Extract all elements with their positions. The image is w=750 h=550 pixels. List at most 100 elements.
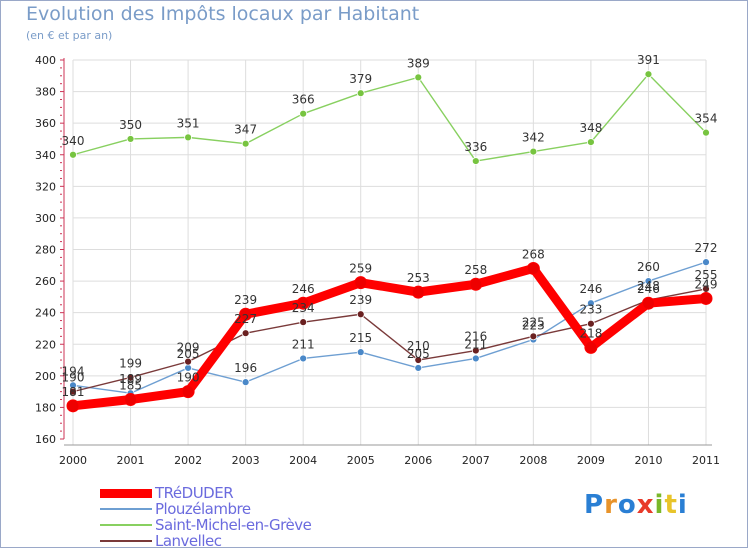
y-tick-label: 260 bbox=[35, 275, 56, 288]
data-point-saint-michel-en-gr-ve bbox=[69, 150, 77, 159]
x-tick-label: 2008 bbox=[519, 454, 547, 467]
data-point-saint-michel-en-gr-ve bbox=[414, 73, 423, 82]
y-tick-label: 160 bbox=[35, 433, 56, 446]
data-point-lanvellec bbox=[299, 318, 308, 327]
data-label-plouz-lambre: 196 bbox=[234, 361, 257, 375]
data-point-plouz-lambre bbox=[587, 299, 595, 308]
data-label-saint-michel-en-gr-ve: 354 bbox=[695, 112, 718, 126]
data-label-lanvellec: 199 bbox=[119, 356, 142, 370]
legend-label-treduder: TRéDUDER bbox=[155, 484, 234, 502]
series-line-saint-michel-en-gr-ve bbox=[72, 73, 707, 162]
data-label-lanvellec: 234 bbox=[292, 301, 315, 315]
data-label-saint-michel-en-gr-ve: 340 bbox=[62, 134, 85, 148]
data-point-saint-michel-en-gr-ve bbox=[126, 135, 135, 143]
data-point-plouz-lambre bbox=[241, 378, 250, 387]
logo-letter: i bbox=[654, 490, 665, 520]
y-tick-label: 380 bbox=[35, 86, 56, 99]
data-label-tr-duder: 259 bbox=[349, 262, 372, 276]
logo-letter: P bbox=[584, 490, 605, 520]
data-point-lanvellec bbox=[471, 346, 480, 355]
data-label-plouz-lambre: 246 bbox=[579, 282, 602, 296]
data-label-lanvellec: 233 bbox=[579, 303, 602, 317]
data-label-plouz-lambre: 211 bbox=[464, 337, 487, 351]
y-tick-label: 320 bbox=[35, 180, 56, 193]
data-label-plouz-lambre: 272 bbox=[695, 241, 718, 255]
data-label-lanvellec: 225 bbox=[522, 315, 545, 329]
legend-swatch-saint-michel bbox=[100, 524, 152, 526]
data-point-plouz-lambre bbox=[702, 258, 710, 267]
data-label-lanvellec: 255 bbox=[695, 268, 718, 282]
chart-subtitle: (en € et par an) bbox=[26, 29, 113, 42]
legend-label-lanvellec: Lanvellec bbox=[155, 532, 222, 550]
logo-letter: r bbox=[604, 490, 618, 520]
data-point-lanvellec bbox=[184, 357, 192, 366]
data-label-lanvellec: 209 bbox=[177, 341, 200, 355]
data-label-plouz-lambre: 211 bbox=[292, 337, 315, 351]
y-tick-label: 400 bbox=[35, 54, 56, 67]
y-tick-label: 360 bbox=[35, 117, 56, 130]
proxiti-logo: Proxiti bbox=[584, 490, 688, 520]
y-tick-label: 200 bbox=[35, 370, 56, 383]
data-point-lanvellec bbox=[126, 373, 135, 382]
data-point-lanvellec bbox=[356, 310, 365, 319]
data-label-lanvellec: 210 bbox=[407, 339, 430, 353]
data-label-tr-duder: 246 bbox=[292, 282, 315, 296]
data-point-lanvellec bbox=[587, 319, 595, 328]
legend-swatch-plouzelambre bbox=[100, 508, 152, 510]
y-tick-label: 220 bbox=[35, 338, 56, 351]
data-point-tr-duder bbox=[296, 296, 310, 310]
x-tick-label: 2004 bbox=[289, 454, 317, 467]
data-point-tr-duder bbox=[584, 340, 598, 354]
data-label-lanvellec: 239 bbox=[349, 293, 372, 307]
data-point-lanvellec bbox=[529, 332, 538, 341]
data-label-saint-michel-en-gr-ve: 350 bbox=[119, 118, 142, 132]
data-label-saint-michel-en-gr-ve: 336 bbox=[464, 140, 487, 154]
data-point-saint-michel-en-gr-ve bbox=[529, 147, 538, 156]
data-label-tr-duder: 258 bbox=[464, 263, 487, 277]
data-label-plouz-lambre: 223 bbox=[522, 319, 545, 333]
data-point-saint-michel-en-gr-ve bbox=[471, 157, 480, 165]
data-point-tr-duder bbox=[526, 261, 540, 275]
data-point-tr-duder bbox=[354, 276, 368, 290]
y-tick-label: 340 bbox=[35, 149, 56, 162]
data-label-tr-duder: 249 bbox=[695, 277, 718, 291]
series-line-tr-duder bbox=[68, 263, 711, 411]
data-label-saint-michel-en-gr-ve: 347 bbox=[234, 123, 257, 137]
data-point-saint-michel-en-gr-ve bbox=[241, 139, 250, 148]
data-point-saint-michel-en-gr-ve bbox=[184, 133, 192, 142]
data-point-saint-michel-en-gr-ve bbox=[644, 70, 653, 79]
data-label-lanvellec: 248 bbox=[637, 279, 660, 293]
data-label-saint-michel-en-gr-ve: 348 bbox=[579, 121, 602, 135]
data-point-tr-duder bbox=[641, 296, 655, 310]
data-point-plouz-lambre bbox=[299, 354, 308, 363]
data-label-tr-duder: 218 bbox=[579, 326, 602, 340]
x-tick-label: 2007 bbox=[462, 454, 490, 467]
data-point-saint-michel-en-gr-ve bbox=[702, 128, 710, 137]
legend-label-plouzelambre: Plouzélambre bbox=[155, 500, 251, 518]
data-label-plouz-lambre: 205 bbox=[177, 347, 200, 361]
data-label-tr-duder: 181 bbox=[62, 385, 85, 399]
data-label-plouz-lambre: 260 bbox=[637, 260, 660, 274]
data-label-tr-duder: 190 bbox=[177, 371, 200, 385]
logo-letter: t bbox=[664, 490, 678, 520]
data-label-saint-michel-en-gr-ve: 342 bbox=[522, 131, 545, 145]
x-tick-label: 2009 bbox=[577, 454, 605, 467]
chart-title: Evolution des Impôts locaux par Habitant bbox=[26, 3, 420, 25]
y-tick-label: 240 bbox=[35, 307, 56, 320]
data-label-saint-michel-en-gr-ve: 366 bbox=[292, 93, 315, 107]
data-point-tr-duder bbox=[239, 307, 253, 321]
data-point-tr-duder bbox=[469, 277, 483, 291]
x-tick-label: 2000 bbox=[59, 454, 87, 467]
data-point-tr-duder bbox=[411, 285, 425, 299]
data-point-tr-duder bbox=[124, 393, 138, 407]
data-point-saint-michel-en-gr-ve bbox=[356, 89, 365, 98]
data-label-saint-michel-en-gr-ve: 389 bbox=[407, 56, 430, 70]
y-tick-label: 180 bbox=[35, 401, 56, 414]
data-label-tr-duder: 239 bbox=[234, 293, 257, 307]
data-point-saint-michel-en-gr-ve bbox=[299, 109, 308, 118]
x-tick-label: 2001 bbox=[117, 454, 145, 467]
data-point-lanvellec bbox=[414, 356, 423, 364]
data-label-tr-duder: 253 bbox=[407, 271, 430, 285]
legend-label-saint-michel: Saint-Michel-en-Grève bbox=[155, 516, 312, 534]
